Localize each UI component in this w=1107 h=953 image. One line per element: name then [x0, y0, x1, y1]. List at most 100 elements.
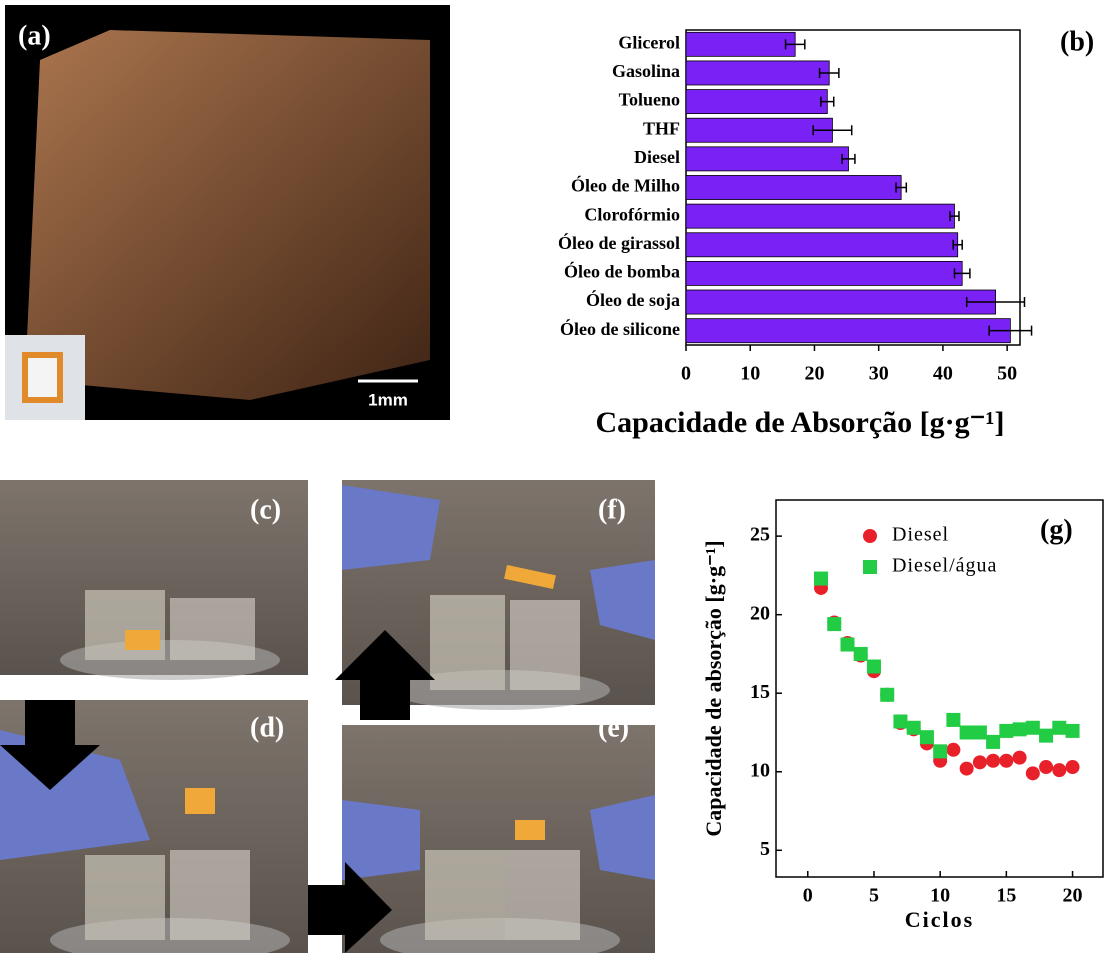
marker: [986, 753, 1001, 768]
marker: [840, 637, 855, 652]
bar: [685, 117, 833, 143]
marker: [972, 755, 987, 770]
y-tick-label: 25: [750, 524, 770, 546]
y-tick-label: 20: [750, 602, 770, 624]
y-tick-label: Óleo de soja: [586, 289, 680, 310]
error-bar: [812, 125, 853, 136]
error-bar: [841, 153, 856, 164]
scale-bar-label: 1mm: [368, 390, 408, 409]
y-tick-label: Clorofórmio: [584, 204, 680, 224]
photo-c: (c): [0, 480, 308, 680]
error-bar: [784, 39, 806, 50]
y-tick-label: Óleo de girassol: [558, 232, 680, 253]
marker: [1025, 720, 1040, 735]
panel-label: (c): [250, 494, 281, 525]
bar: [685, 318, 1011, 344]
bar: [685, 203, 955, 229]
legend-swatch: [863, 560, 877, 574]
marker: [999, 723, 1014, 738]
x-tick-label: 20: [804, 363, 824, 385]
x-tick-label: 50: [997, 363, 1017, 385]
legend-swatch: [863, 529, 877, 543]
y-tick-label: Glicerol: [618, 32, 680, 52]
y-axis-label: Capacidade de absorção [g·g⁻¹]: [701, 540, 726, 836]
x-tick-label: 30: [869, 363, 889, 385]
marker: [1012, 750, 1027, 765]
marker: [906, 720, 921, 735]
marker: [986, 734, 1001, 749]
error-bar: [949, 211, 960, 222]
y-tick-label: 5: [760, 838, 770, 860]
panel-label: (e): [598, 712, 629, 743]
marker: [946, 742, 961, 757]
y-tick-label: THF: [643, 118, 680, 138]
marker: [1012, 722, 1027, 737]
panel-label: (g): [1040, 514, 1073, 545]
bar: [685, 289, 996, 315]
marker: [972, 725, 987, 740]
x-tick-label: 20: [1063, 885, 1083, 907]
bar: [685, 260, 963, 286]
marker: [814, 571, 829, 586]
marker: [893, 714, 908, 729]
error-bar: [988, 325, 1033, 336]
error-bar: [895, 182, 908, 193]
panel-label: (f): [598, 494, 626, 525]
marker: [1039, 728, 1054, 743]
x-axis-label: Capacidade de Absorção [g·g⁻¹]: [596, 406, 1005, 439]
marker: [919, 730, 934, 745]
legend-label: Diesel: [892, 524, 949, 546]
error-bar: [953, 268, 971, 279]
marker: [1025, 766, 1040, 781]
bar: [685, 89, 828, 115]
x-tick-label: 0: [803, 885, 813, 907]
x-tick-label: 0: [681, 363, 691, 385]
marker: [1039, 760, 1054, 775]
y-tick-label: Gasolina: [612, 61, 680, 81]
y-tick-label: Óleo de bomba: [564, 261, 680, 282]
x-tick-label: 5: [869, 885, 879, 907]
legend-label: Diesel/água: [892, 555, 997, 577]
x-tick-label: 10: [740, 363, 760, 385]
marker: [959, 761, 974, 776]
marker: [999, 753, 1014, 768]
panel-label: (b): [1060, 26, 1094, 57]
bar: [685, 175, 902, 200]
error-bar: [952, 239, 963, 250]
marker: [866, 659, 881, 674]
x-axis-label: Ciclos: [905, 907, 974, 932]
x-tick-label: 15: [996, 885, 1016, 907]
photo-a: 1mm (a): [5, 5, 450, 420]
marker: [1065, 723, 1080, 738]
marker: [959, 725, 974, 740]
marker: [853, 646, 868, 661]
arrow-right: [308, 862, 392, 953]
error-bar: [965, 297, 1026, 308]
bar: [685, 60, 830, 86]
marker: [1065, 760, 1080, 775]
marker: [1052, 763, 1067, 778]
y-tick-label: 10: [750, 759, 770, 781]
arrow-down: [0, 700, 100, 790]
y-tick-label: Tolueno: [619, 90, 680, 110]
marker: [827, 617, 842, 632]
marker: [946, 712, 961, 727]
error-bar: [818, 67, 840, 78]
marker: [880, 687, 895, 702]
y-tick-label: 15: [750, 681, 770, 703]
photo-e: (e): [342, 712, 655, 953]
panel-label: (d): [250, 712, 284, 743]
y-tick-label: Óleo de Milho: [571, 175, 680, 196]
error-bar: [820, 96, 835, 107]
bar: [685, 31, 796, 57]
x-tick-label: 10: [930, 885, 950, 907]
bar: [685, 146, 849, 172]
marker: [933, 744, 948, 759]
x-tick-label: 40: [933, 363, 953, 385]
bar: [685, 232, 959, 258]
y-tick-label: Diesel: [634, 147, 680, 167]
arrow-up: [335, 630, 435, 720]
panel-label: (a): [18, 20, 51, 51]
marker: [1052, 720, 1067, 735]
